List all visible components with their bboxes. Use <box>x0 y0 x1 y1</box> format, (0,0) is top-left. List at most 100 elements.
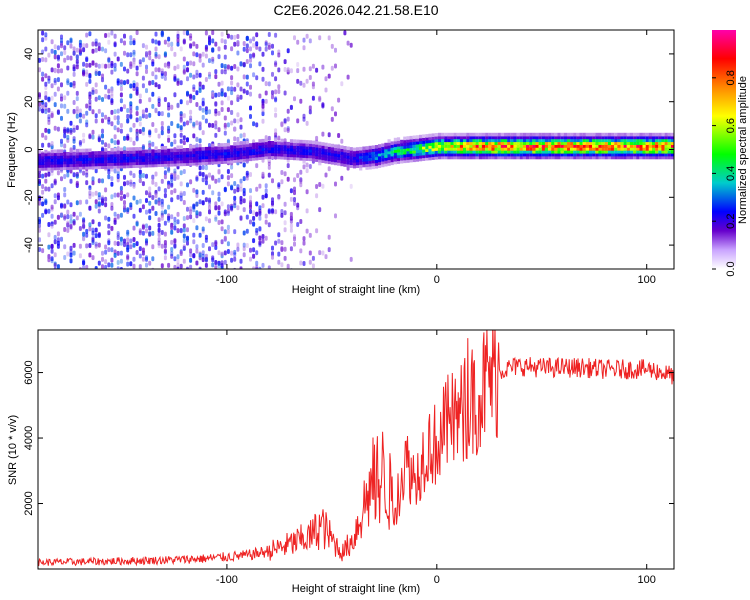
spectrogram-cell <box>409 153 413 157</box>
spectrogram-cell <box>160 263 164 269</box>
spectrogram-cell <box>192 253 196 258</box>
spectrogram-cell <box>154 146 158 150</box>
spectrogram-cell <box>230 34 234 40</box>
spectrogram-cell <box>192 187 196 193</box>
spectrogram-cell <box>334 161 338 166</box>
spectrogram-cell <box>214 216 218 222</box>
spectrogram-cell <box>135 65 139 71</box>
spectrogram-cell <box>286 141 290 146</box>
spectrogram-cell <box>494 152 498 157</box>
spectrogram-cell <box>233 203 237 209</box>
spectrogram-cell <box>160 151 164 156</box>
spectrogram-cell <box>236 141 240 146</box>
spectrogram-cell <box>396 140 401 144</box>
spectrogram-cell <box>236 40 240 46</box>
spectrogram-cell <box>226 249 230 254</box>
spectrogram-cell <box>116 232 120 238</box>
spectrogram-cell <box>50 141 54 146</box>
spectrogram-cell <box>437 144 442 148</box>
spectrogram-cell <box>78 112 82 118</box>
spectrogram-cell <box>170 148 174 153</box>
spectrogram-cell <box>179 156 183 161</box>
spectrogram-cell <box>132 213 136 219</box>
spectrogram-cell <box>390 152 394 157</box>
spectrogram-cell <box>308 146 312 150</box>
spectrogram-cell <box>173 92 177 98</box>
spectrogram-cell <box>97 233 101 239</box>
spectrogram-cell <box>145 190 148 196</box>
spectrogram-cell <box>516 155 520 160</box>
spectrogram-cell <box>252 142 256 147</box>
spectrogram-cell <box>478 152 482 157</box>
spectrogram-cell <box>119 128 123 134</box>
spectrogram-cell <box>132 195 136 201</box>
spectrogram-cell <box>151 91 155 97</box>
spectrogram-cell <box>97 42 101 48</box>
spectrogram-cell <box>315 152 319 157</box>
spectrogram-cell <box>141 173 145 178</box>
spectrogram-cell <box>245 149 249 153</box>
spectrogram-cell <box>110 100 114 106</box>
spectrogram-cell <box>469 155 473 160</box>
spectrogram-cell <box>53 193 57 199</box>
spectrogram-cell <box>91 60 95 65</box>
spectrogram-cell <box>60 155 64 159</box>
spectrogram-cell <box>116 146 120 151</box>
spectrogram-cell <box>107 230 111 236</box>
spectrogram-cell <box>151 175 155 181</box>
spectrogram-cell <box>226 208 230 214</box>
spectrogram-cell <box>50 95 54 101</box>
spectrogram-cell <box>47 232 51 238</box>
spectrogram-cell <box>255 75 259 81</box>
spectrogram-cell <box>132 161 136 166</box>
spectrogram-cell <box>504 147 508 151</box>
spectrogram-cell <box>66 214 70 220</box>
spectrogram-cell <box>510 132 514 137</box>
spectrogram-cell <box>441 141 445 145</box>
spectrogram-cell <box>101 250 104 256</box>
spectrogram-cell <box>396 154 401 159</box>
spectrogram-cell <box>378 147 382 151</box>
spectrogram-cell <box>346 40 350 46</box>
spectrogram-cell <box>532 147 536 151</box>
spectrogram-cell <box>148 130 152 136</box>
spectrogram-cell <box>611 135 615 140</box>
spectrogram-cell <box>337 156 341 160</box>
spectrogram-cell <box>283 246 287 252</box>
spectrogram-cell <box>63 103 67 109</box>
spectrogram-cell <box>434 150 438 154</box>
spectrogram-cell <box>453 135 457 140</box>
spectrogram-cell <box>554 135 558 140</box>
spectrogram-cell <box>403 159 407 164</box>
spectrogram-cell <box>104 142 108 148</box>
spectrogram-cell <box>223 187 227 193</box>
spectrogram-cell <box>321 183 325 189</box>
spectrogram-cell <box>38 150 42 154</box>
spectrogram-cell <box>280 138 284 143</box>
spectrogram-cell <box>315 228 319 234</box>
spectrogram-cell <box>249 199 252 205</box>
spectrogram-cell <box>277 259 281 265</box>
spectrogram-cell <box>179 154 183 158</box>
spectrogram-cell <box>368 160 372 164</box>
spectrogram-cell <box>308 151 312 156</box>
spectrogram-cell <box>425 154 429 158</box>
spectrogram-cell <box>519 152 523 157</box>
spectrogram-cell <box>570 138 574 143</box>
spectrogram-cell <box>123 50 126 56</box>
spectrogram-cell <box>642 132 646 137</box>
spectrogram-cell <box>330 65 334 71</box>
spectrogram-cell <box>141 230 145 236</box>
spectrogram-cell <box>75 160 79 164</box>
spectrogram-cell <box>173 238 177 244</box>
spectrogram-cell <box>94 151 98 155</box>
spectrogram-cell <box>585 141 589 145</box>
spectrogram-cell <box>211 190 215 196</box>
spectrogram-cell <box>138 264 142 269</box>
spectrogram-cell <box>242 149 246 154</box>
spectrogram-cell <box>148 186 152 192</box>
spectrogram-cell <box>652 144 656 148</box>
spectrogram-cell <box>296 145 300 149</box>
spectrogram-cell <box>56 149 61 153</box>
spectrogram-cell <box>425 134 429 138</box>
